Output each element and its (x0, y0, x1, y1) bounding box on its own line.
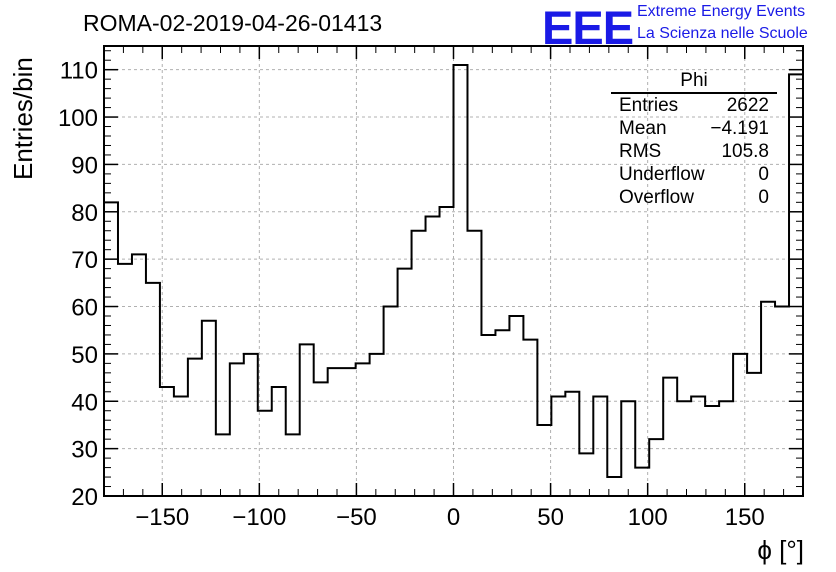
y-tick-label: 100 (58, 105, 98, 132)
x-tick-label: 150 (725, 504, 765, 531)
page-title: ROMA-02-2019-04-26-01413 (83, 10, 383, 36)
eee-logo: EEE (542, 1, 634, 54)
x-tick-label: 100 (628, 504, 668, 531)
y-tick-label: 30 (71, 437, 98, 464)
x-tick-label: −100 (232, 504, 286, 531)
x-tick-label: −150 (135, 504, 189, 531)
y-tick-label: 60 (71, 295, 98, 322)
stats-label: Overflow (619, 187, 694, 208)
y-tick-label: 20 (71, 484, 98, 511)
x-tick-label: −50 (336, 504, 377, 531)
stats-value: 0 (758, 187, 769, 208)
stats-value: 2622 (726, 95, 769, 116)
y-tick-label: 50 (71, 342, 98, 369)
stats-label: Mean (619, 118, 667, 139)
stats-row: Entries 2622 (611, 94, 777, 117)
stats-row: Overflow 0 (611, 186, 777, 209)
axis-ticks (103, 46, 804, 497)
y-tick-label: 40 (71, 389, 98, 416)
y-tick-labels: 20 30 40 50 60 70 80 90 100 110 (58, 58, 98, 511)
logo-line-2: La Scienza nelle Scuole (637, 25, 808, 42)
x-axis-label: ϕ [°] (757, 535, 804, 565)
histogram-line (103, 63, 804, 496)
stats-header: Phi (611, 70, 777, 94)
y-tick-label: 110 (60, 58, 98, 85)
stats-value: −4.191 (710, 118, 769, 139)
logo-line-1: Extreme Energy Events (637, 3, 806, 20)
stats-row: Underflow 0 (611, 163, 777, 186)
y-tick-label: 70 (71, 247, 98, 274)
y-axis-label: Entries/bin (8, 57, 38, 180)
stats-row: RMS 105.8 (611, 140, 777, 163)
stats-box: Phi Entries 2622 Mean −4.191 RMS 105.8 U… (611, 70, 777, 209)
y-tick-label: 80 (71, 200, 98, 227)
stats-value: 105.8 (721, 141, 769, 162)
stats-label: Entries (619, 95, 679, 116)
stats-value: 0 (758, 164, 769, 185)
stats-label: RMS (619, 141, 662, 162)
x-tick-label: 0 (447, 504, 460, 531)
y-tick-label: 90 (71, 152, 98, 179)
stats-label: Underflow (619, 164, 705, 185)
stats-row: Mean −4.191 (611, 117, 777, 140)
x-tick-label: 50 (537, 504, 564, 531)
x-tick-labels: −150 −100 −50 0 50 100 150 (135, 504, 765, 531)
